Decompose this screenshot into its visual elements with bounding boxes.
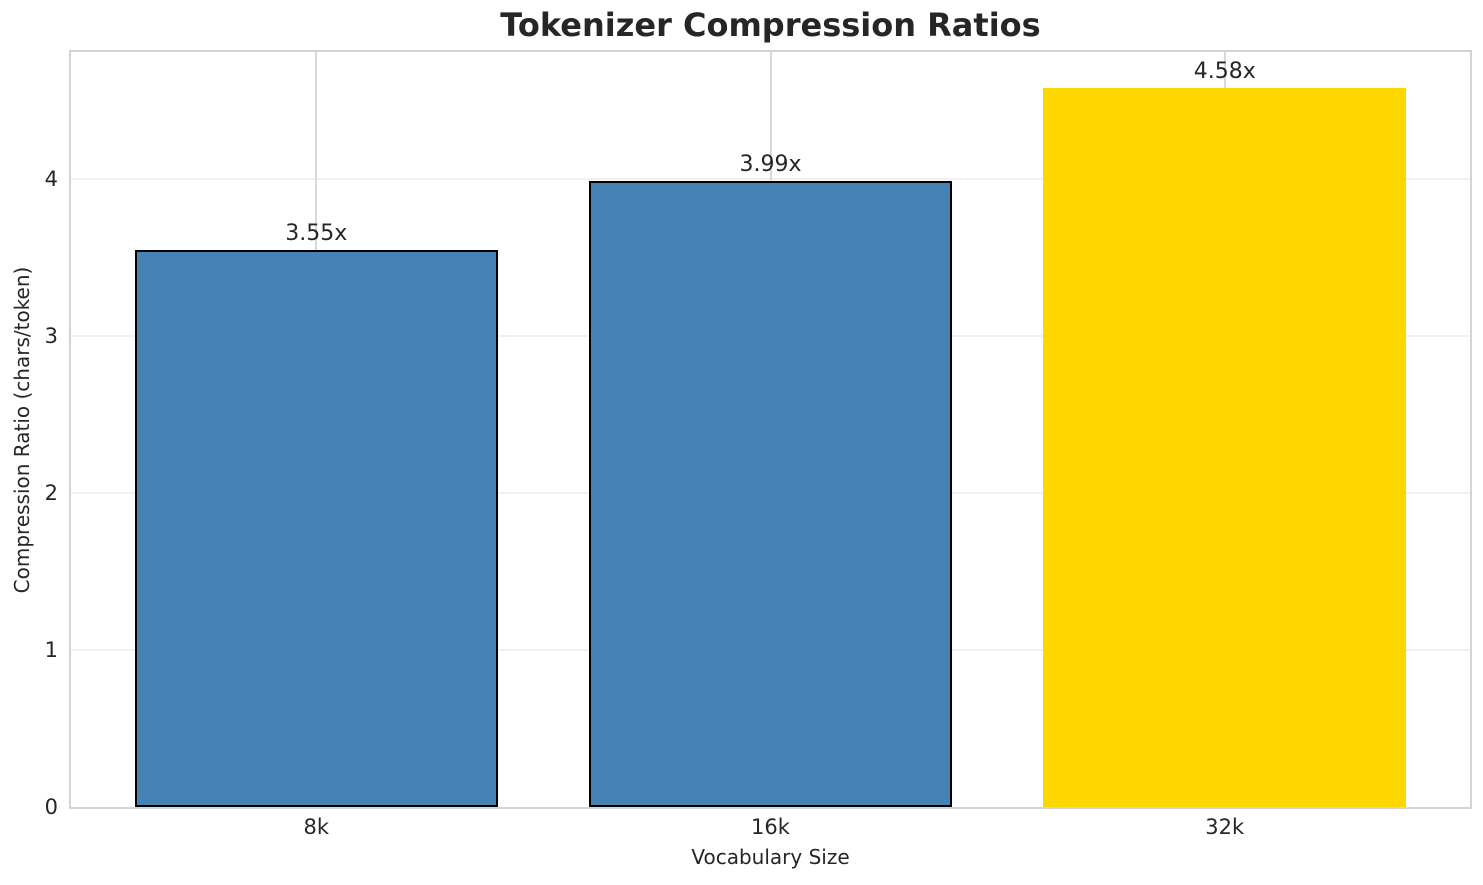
y-tick-label-4: 4 xyxy=(44,167,58,192)
y-tick-label-1: 1 xyxy=(44,638,58,663)
bar-32k xyxy=(1043,88,1407,807)
y-tick-label-2: 2 xyxy=(44,481,58,506)
bar-value-label-16k: 3.99x xyxy=(739,151,802,177)
bar-16k xyxy=(588,180,953,807)
plot-area: 3.55x 3.99x 4.58x xyxy=(69,50,1472,809)
y-tick-label-0: 0 xyxy=(44,795,58,819)
x-tick-label-16k: 16k xyxy=(751,815,790,839)
bar-value-label-8k: 3.55x xyxy=(285,220,348,246)
bar-value-label-32k: 4.58x xyxy=(1193,59,1256,85)
x-tick-label-32k: 32k xyxy=(1205,815,1245,839)
bar-8k xyxy=(134,249,498,807)
x-axis-label: Vocabulary Size xyxy=(691,845,850,869)
y-tick-label-3: 3 xyxy=(44,324,58,349)
x-tick-label-8k: 8k xyxy=(303,815,330,839)
y-axis-label: Compression Ratio (chars/token) xyxy=(10,266,34,594)
chart-title: Tokenizer Compression Ratios xyxy=(500,6,1041,44)
